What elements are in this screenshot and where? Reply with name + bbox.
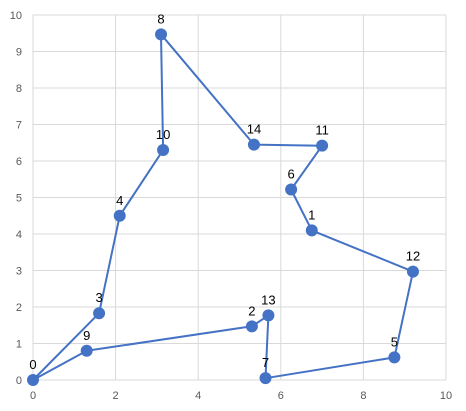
data-point-label: 2 bbox=[248, 303, 255, 318]
y-tick-label: 4 bbox=[16, 229, 22, 241]
data-point-label: 12 bbox=[406, 249, 420, 264]
x-tick-label: 10 bbox=[440, 390, 452, 402]
y-tick-label: 10 bbox=[10, 10, 22, 22]
y-tick-label: 5 bbox=[16, 193, 22, 205]
data-point-label: 9 bbox=[83, 328, 90, 343]
series-path bbox=[32, 33, 414, 381]
data-point-marker bbox=[262, 309, 275, 322]
data-point-marker bbox=[93, 307, 106, 320]
data-point-marker bbox=[113, 209, 126, 222]
data-point-marker bbox=[245, 320, 258, 333]
data-point-label: 4 bbox=[116, 193, 123, 208]
x-tick-label: 6 bbox=[278, 390, 284, 402]
y-tick-label: 1 bbox=[16, 339, 22, 351]
data-point-marker bbox=[406, 265, 419, 278]
data-point-marker bbox=[305, 224, 318, 237]
data-point-marker bbox=[157, 144, 170, 157]
data-point-label: 8 bbox=[157, 11, 164, 26]
grid bbox=[32, 14, 447, 381]
data-point-label: 0 bbox=[29, 357, 36, 372]
data-point-label: 13 bbox=[261, 292, 275, 307]
x-tick-label: 2 bbox=[113, 390, 119, 402]
data-point-label: 10 bbox=[156, 127, 170, 142]
data-point-marker bbox=[388, 351, 401, 364]
data-point-label: 5 bbox=[391, 334, 398, 349]
data-point-label: 7 bbox=[262, 355, 269, 370]
y-tick-label: 7 bbox=[16, 120, 22, 132]
y-tick-label: 0 bbox=[16, 375, 22, 387]
data-point-label: 1 bbox=[308, 207, 315, 222]
data-point-marker bbox=[27, 374, 39, 386]
y-tick-label: 2 bbox=[16, 302, 22, 314]
data-point-label: 3 bbox=[95, 290, 102, 305]
y-tick-label: 6 bbox=[16, 156, 22, 168]
data-point-marker bbox=[285, 183, 298, 196]
data-point-marker bbox=[247, 138, 260, 151]
data-point-label: 14 bbox=[247, 122, 261, 137]
data-point-marker bbox=[316, 139, 329, 152]
x-tick-label: 4 bbox=[195, 390, 201, 402]
data-point-marker bbox=[80, 344, 93, 357]
series-line bbox=[32, 33, 414, 381]
y-tick-label: 9 bbox=[16, 47, 22, 59]
point-labels: 0 9 2 13 7 5 12 1 6 11 14 8 10 4 3 bbox=[29, 11, 420, 372]
x-tick-label: 0 bbox=[30, 390, 36, 402]
data-point-label: 6 bbox=[288, 166, 295, 181]
y-tick-label: 8 bbox=[16, 83, 22, 95]
y-tick-label: 3 bbox=[16, 266, 22, 278]
data-point-label: 11 bbox=[315, 123, 329, 138]
data-point-marker bbox=[259, 372, 272, 385]
x-tick-label: 8 bbox=[360, 390, 366, 402]
series-markers bbox=[27, 28, 419, 386]
data-point-marker bbox=[155, 28, 168, 41]
